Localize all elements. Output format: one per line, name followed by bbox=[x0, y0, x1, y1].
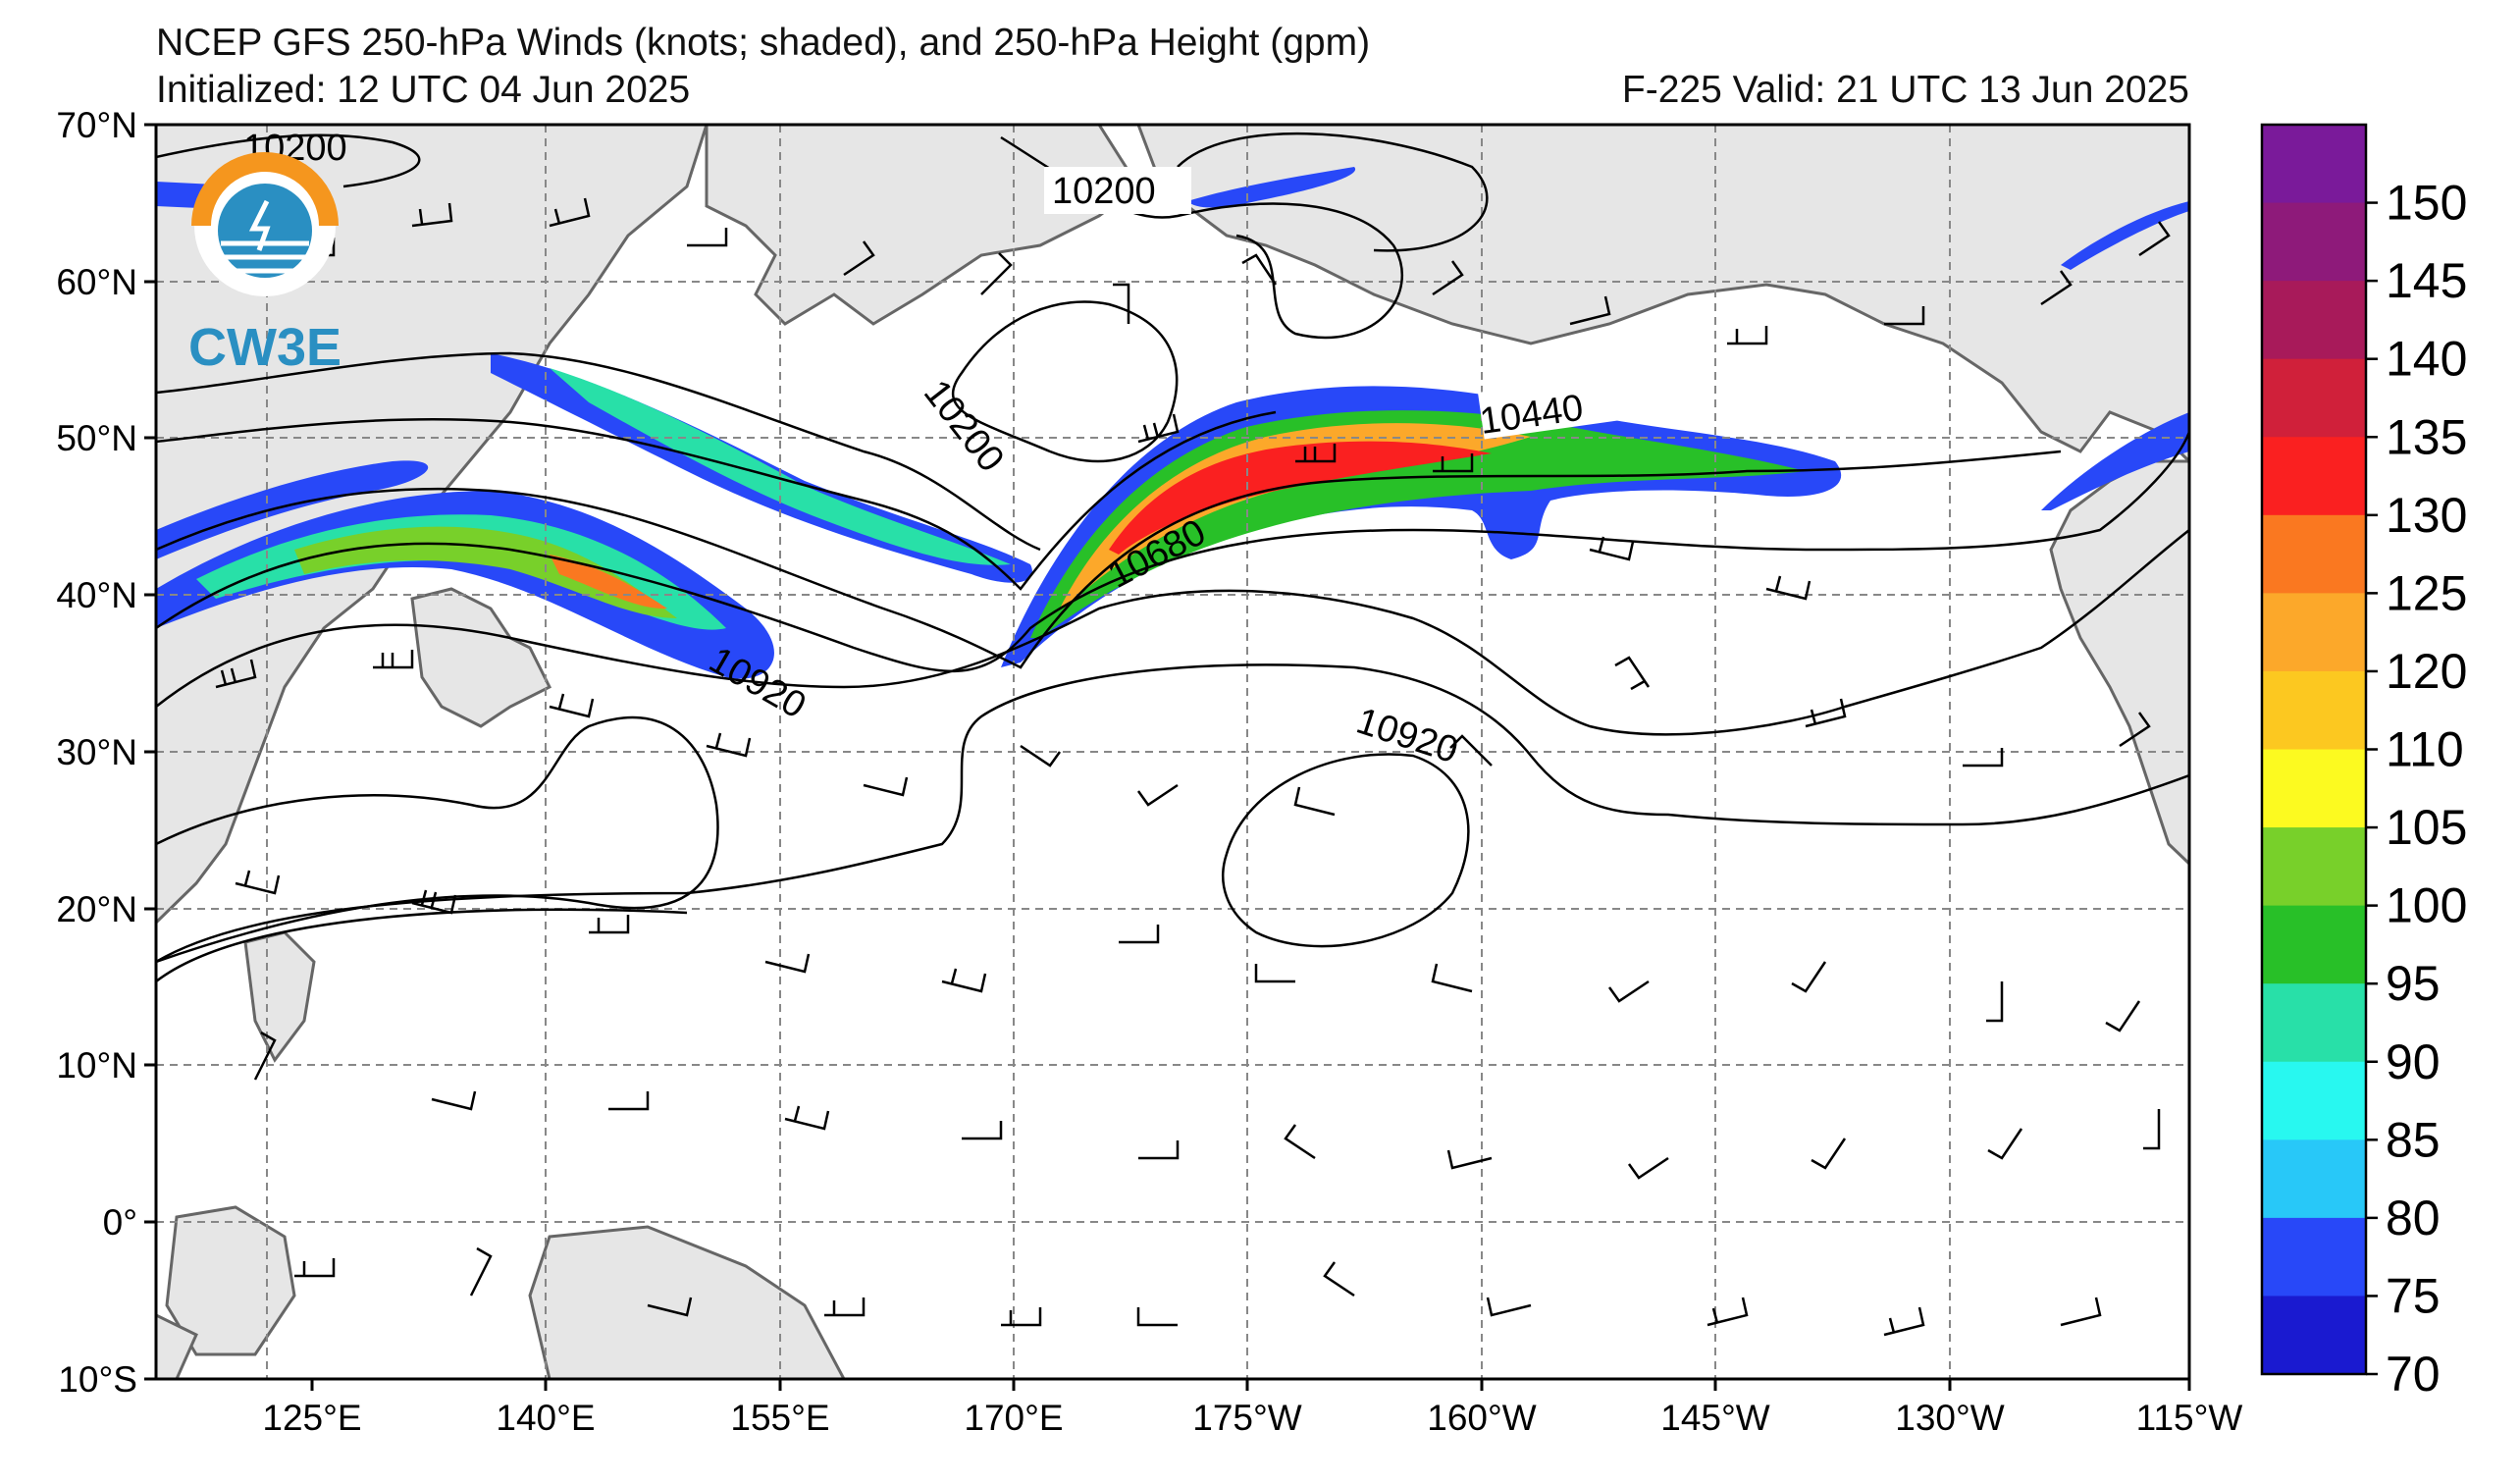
colorbar-bin bbox=[2262, 827, 2366, 907]
lon-label: 175°W bbox=[1192, 1398, 1302, 1438]
colorbar-tick-label: 120 bbox=[2386, 644, 2467, 699]
colorbar-tick-label: 70 bbox=[2386, 1347, 2441, 1402]
lat-label: 60°N bbox=[56, 262, 137, 302]
lat-label: 0° bbox=[103, 1202, 137, 1243]
colorbar-tick-label: 110 bbox=[2386, 722, 2464, 777]
colorbar-tick-label: 130 bbox=[2386, 488, 2467, 543]
colorbar-bin bbox=[2262, 1061, 2366, 1140]
lat-label: 70°N bbox=[56, 105, 137, 145]
colorbar-bin bbox=[2262, 905, 2366, 984]
lon-label: 145°W bbox=[1660, 1398, 1770, 1438]
lon-label: 155°E bbox=[730, 1398, 829, 1438]
land-layer bbox=[156, 125, 2189, 1379]
jet-center-inner bbox=[550, 368, 1011, 565]
longitude-axis: 125°E 140°E 155°E 170°E 175°W 160°W 145°… bbox=[262, 1379, 2242, 1438]
cw3e-logo: CW3E bbox=[188, 152, 341, 377]
colorbar-bin bbox=[2262, 1296, 2366, 1375]
colorbar-bin bbox=[2262, 749, 2366, 828]
lat-label: 40°N bbox=[56, 575, 137, 615]
height-contours bbox=[156, 132, 2189, 982]
colorbar-tick-label: 85 bbox=[2386, 1112, 2441, 1167]
valid-time: F-225 Valid: 21 UTC 13 Jun 2025 bbox=[1621, 69, 2189, 111]
colorbar-bin bbox=[2262, 593, 2366, 672]
colorbar-tick-label: 145 bbox=[2386, 253, 2467, 308]
jet-canada bbox=[2061, 201, 2189, 270]
lon-label: 125°E bbox=[262, 1398, 361, 1438]
land-japan bbox=[410, 587, 552, 728]
lat-label: 20°N bbox=[56, 889, 137, 929]
colorbar-tick-label: 135 bbox=[2386, 409, 2467, 464]
logo-text: CW3E bbox=[188, 318, 341, 377]
lon-label: 130°W bbox=[1895, 1398, 2005, 1438]
colorbar-bin bbox=[2262, 202, 2366, 282]
chart-title: NCEP GFS 250-hPa Winds (knots; shaded), … bbox=[156, 22, 1371, 64]
colorbar-bin bbox=[2262, 1217, 2366, 1297]
land-new-guinea bbox=[528, 1225, 846, 1379]
jet-arctic bbox=[1187, 167, 1356, 208]
colorbar: 150 145 140 135 130 125 120 110 105 100 95 90 85 80 75… bbox=[2260, 123, 2467, 1402]
latitude-axis: 70°N 60°N 50°N 40°N 30°N 20°N 10°N 0° 10… bbox=[56, 105, 156, 1400]
colorbar-bin bbox=[2262, 983, 2366, 1063]
lon-label: 115°W bbox=[2136, 1398, 2243, 1438]
colorbar-tick-label: 105 bbox=[2386, 800, 2467, 855]
jet-north-west bbox=[156, 460, 429, 559]
lat-label: 10°N bbox=[56, 1045, 137, 1086]
colorbar-tick-label: 90 bbox=[2386, 1034, 2441, 1089]
colorbar-tick-label: 140 bbox=[2386, 332, 2467, 387]
colorbar-tick-label: 150 bbox=[2386, 176, 2467, 231]
contour-label: 10200 bbox=[1052, 171, 1156, 212]
colorbar-bin bbox=[2262, 281, 2366, 360]
colorbar-bin bbox=[2262, 514, 2366, 594]
colorbar-tick-label: 80 bbox=[2386, 1191, 2441, 1245]
lon-label: 160°W bbox=[1427, 1398, 1537, 1438]
lat-label: 10°S bbox=[58, 1359, 137, 1400]
colorbar-tick-label: 95 bbox=[2386, 956, 2441, 1011]
colorbar-bin bbox=[2262, 437, 2366, 516]
lat-label: 30°N bbox=[56, 732, 137, 772]
colorbar-tick-label: 100 bbox=[2386, 878, 2467, 933]
jet-west-core bbox=[294, 526, 677, 618]
colorbar-bin bbox=[2262, 358, 2366, 438]
init-time: Initialized: 12 UTC 04 Jun 2025 bbox=[156, 69, 691, 111]
colorbar-tick-label: 125 bbox=[2386, 565, 2467, 620]
colorbar-bin bbox=[2262, 1139, 2366, 1219]
lat-label: 50°N bbox=[56, 418, 137, 458]
colorbar-bin bbox=[2262, 670, 2366, 750]
colorbar-bin bbox=[2262, 125, 2366, 204]
lon-label: 170°E bbox=[964, 1398, 1063, 1438]
jet-east-max bbox=[1109, 441, 1492, 555]
land-borneo bbox=[165, 1205, 296, 1356]
colorbar-tick-label: 75 bbox=[2386, 1268, 2441, 1323]
wind-barbs bbox=[196, 197, 2171, 1337]
land-indonesia bbox=[156, 1313, 198, 1379]
lon-label: 140°E bbox=[496, 1398, 595, 1438]
